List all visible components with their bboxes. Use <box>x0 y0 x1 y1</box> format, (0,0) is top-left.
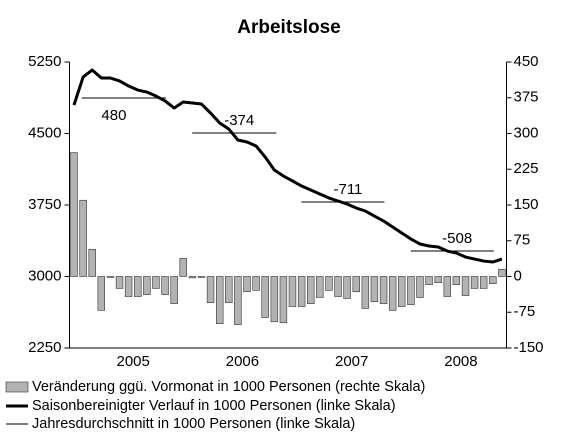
y2-tick-label: 225 <box>514 160 539 177</box>
bar <box>234 276 242 325</box>
x-tick-label: 2005 <box>117 353 150 370</box>
bar <box>489 276 497 284</box>
bar <box>379 276 388 304</box>
bar <box>143 276 151 295</box>
bar <box>279 276 288 324</box>
bar <box>188 276 197 279</box>
x-tick-label: 2008 <box>444 353 477 370</box>
bar <box>361 276 370 309</box>
bar <box>461 276 470 296</box>
annual-label: -508 <box>442 230 472 247</box>
bar <box>270 276 279 323</box>
y-tick-label: 3000 <box>28 267 61 284</box>
bar <box>225 276 233 304</box>
bar <box>425 276 433 285</box>
bar <box>152 276 160 289</box>
bar <box>307 276 315 304</box>
bar <box>115 276 124 289</box>
bar <box>407 276 415 305</box>
bar <box>88 249 96 277</box>
legend-text: Veränderung ggü. Vormonat in 1000 Person… <box>32 379 425 395</box>
bar <box>297 276 306 307</box>
y2-tick-label: 75 <box>514 232 531 249</box>
bar <box>470 276 479 289</box>
annual-label: 480 <box>101 107 126 124</box>
y2-tick-label: -75 <box>514 303 536 320</box>
bar <box>316 276 324 298</box>
y-tick-label: 2250 <box>28 339 61 356</box>
bar <box>398 276 406 307</box>
bar <box>216 276 224 324</box>
bar <box>161 276 169 295</box>
legend-text: Jahresdurchschnitt in 1000 Personen (lin… <box>32 416 355 432</box>
bar <box>179 258 187 277</box>
bar <box>197 276 206 278</box>
bar <box>288 276 297 307</box>
bar <box>206 276 215 304</box>
bar <box>479 276 488 289</box>
bar <box>434 276 442 283</box>
bar <box>97 276 106 311</box>
line <box>72 68 503 264</box>
y2-tick-label: 450 <box>514 53 539 70</box>
bar <box>452 276 461 285</box>
bar <box>252 276 260 291</box>
x-tick-label: 2006 <box>226 353 259 370</box>
x-tick-label: 2007 <box>335 353 368 370</box>
bar <box>416 276 424 298</box>
bar <box>343 276 351 299</box>
bar <box>170 276 178 304</box>
bar <box>243 276 251 293</box>
y-tick-label: 4500 <box>28 124 61 141</box>
bar <box>443 276 452 297</box>
bar <box>134 276 142 297</box>
legend-text: Saisonbereinigter Verlauf in 1000 Person… <box>32 398 396 414</box>
bar <box>124 276 133 297</box>
bar <box>261 276 269 318</box>
y-tick-label: 5250 <box>28 53 61 70</box>
y2-tick-label: 300 <box>514 124 539 141</box>
bar <box>352 276 360 293</box>
bar <box>334 276 342 297</box>
y2-tick-label: -150 <box>514 339 544 356</box>
annual-label: -374 <box>224 112 254 129</box>
chart-title: Arbeitslose <box>237 17 340 38</box>
y2-tick-label: 150 <box>514 196 539 213</box>
bar <box>388 276 397 311</box>
bar <box>498 269 506 277</box>
y2-tick-label: 0 <box>514 267 522 284</box>
bar <box>370 276 379 303</box>
bar <box>70 152 78 277</box>
bar <box>106 276 115 278</box>
bar <box>325 276 333 291</box>
y2-tick-label: 375 <box>514 89 539 106</box>
bar <box>79 199 87 277</box>
legend-swatch <box>5 381 29 393</box>
annual-label: -711 <box>333 181 362 198</box>
y-tick-label: 3750 <box>28 196 61 213</box>
